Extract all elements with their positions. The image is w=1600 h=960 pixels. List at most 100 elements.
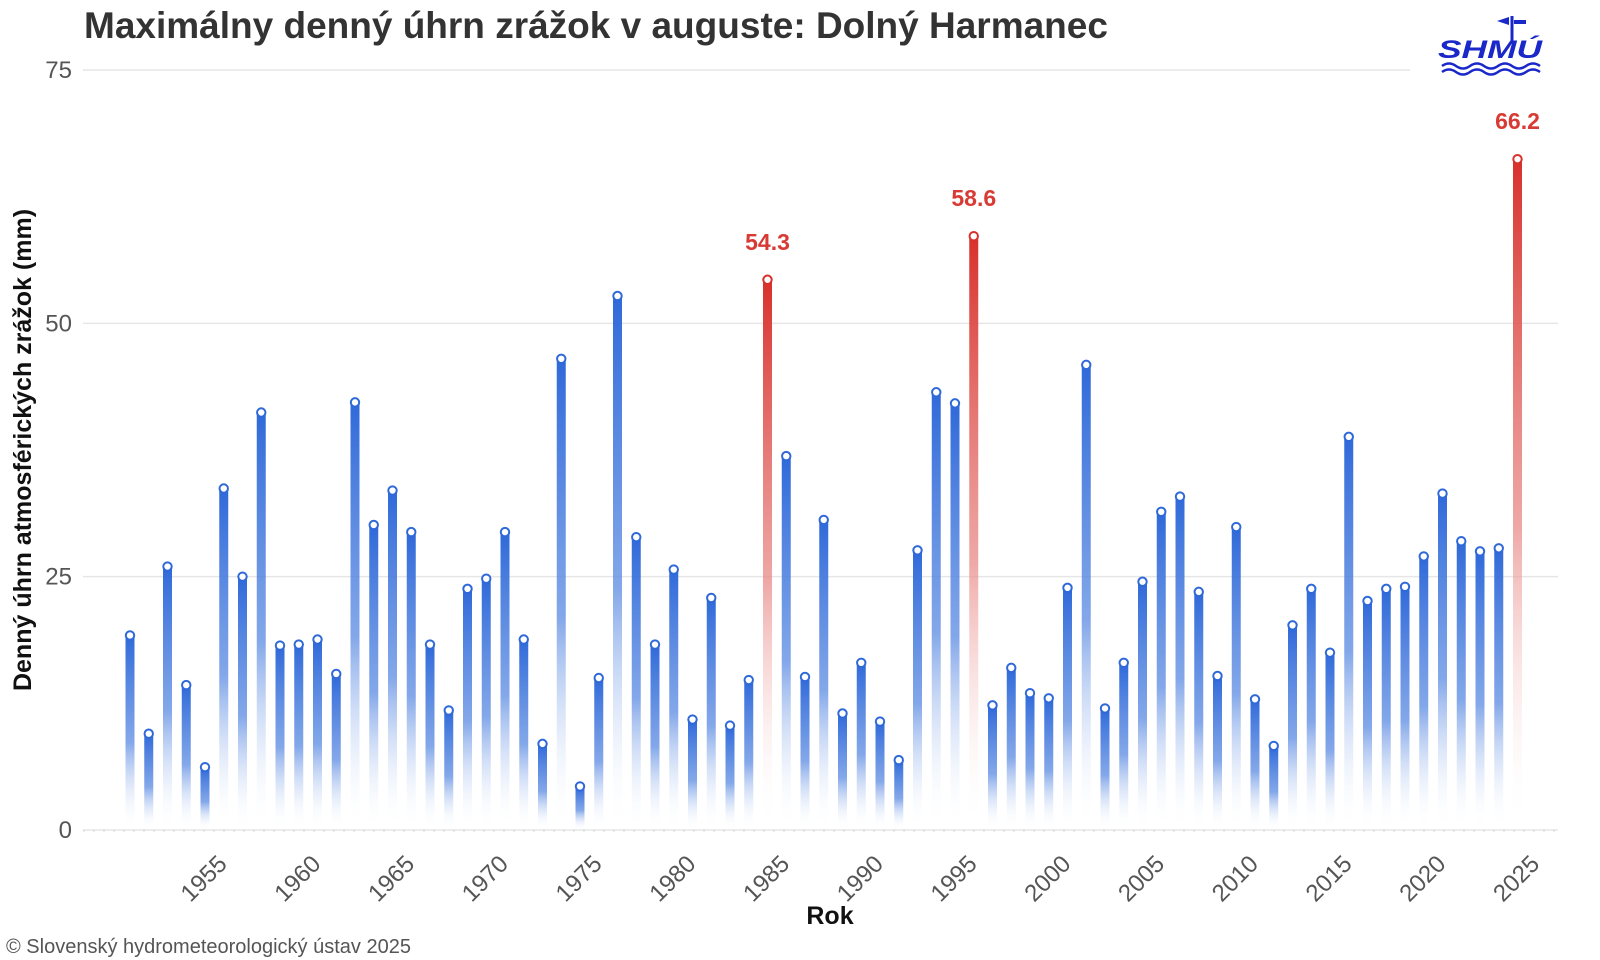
bar-marker [837, 708, 848, 719]
bar [1063, 587, 1072, 830]
bar [350, 402, 360, 830]
bar-marker [574, 781, 586, 792]
bar [1138, 581, 1147, 830]
bar-marker [312, 634, 323, 645]
bar [1044, 698, 1054, 830]
bar [519, 639, 529, 830]
bar-marker [1362, 595, 1373, 607]
bar [1475, 551, 1485, 830]
chart-title: Maximálny denný úhrn zrážok v auguste: D… [84, 5, 1108, 46]
bar-marker [1306, 583, 1317, 595]
bar-marker [1268, 740, 1279, 752]
bar-marker [331, 668, 342, 680]
bar [1306, 588, 1316, 830]
bar-marker [1006, 662, 1017, 674]
x-tick-label: 2000 [1019, 850, 1076, 907]
x-tick-label: 2010 [1207, 850, 1264, 907]
bar [1156, 511, 1166, 830]
bar [969, 236, 979, 831]
bar [1288, 625, 1297, 830]
bar-marker [687, 714, 698, 725]
bar-marker [1212, 670, 1223, 682]
bar [744, 680, 754, 830]
bar [988, 705, 997, 830]
bar [763, 279, 772, 830]
x-tick-label: 1960 [269, 850, 326, 907]
bar [1081, 364, 1091, 830]
bar [894, 760, 904, 830]
bar-marker [1287, 620, 1298, 631]
y-tick-label: 0 [59, 817, 72, 844]
weather-vane-waves-icon [1441, 16, 1541, 76]
bar [538, 743, 547, 830]
bar [556, 358, 566, 830]
bar-marker [781, 450, 792, 462]
bar [1194, 591, 1204, 830]
bar-marker [1493, 543, 1504, 554]
bar-marker [274, 640, 286, 651]
y-tick-label: 25 [45, 564, 72, 591]
bar-marker [762, 274, 773, 285]
bar-marker [706, 592, 717, 604]
bar [613, 295, 622, 830]
bar [594, 678, 604, 830]
bar-marker [987, 700, 998, 711]
bar-marker [143, 728, 154, 739]
bar [1400, 586, 1410, 830]
bar [163, 566, 172, 830]
bar-marker [1062, 582, 1073, 594]
bar [950, 403, 960, 830]
bar [875, 721, 885, 830]
bar-marker [1381, 583, 1392, 595]
bar [275, 645, 285, 830]
shmu-logo: SHMÚ [1438, 16, 1543, 76]
bar [1231, 527, 1241, 830]
bar [1025, 693, 1035, 830]
bar [650, 644, 660, 830]
x-tick-label: 1995 [926, 850, 983, 907]
bar-marker [1099, 703, 1111, 714]
bar-marker [1174, 491, 1186, 502]
bar [219, 488, 229, 830]
bar-marker [1399, 581, 1411, 592]
bar-marker [218, 483, 229, 494]
data-label-1996: 58.6 [951, 185, 996, 211]
bar-marker [443, 705, 454, 716]
bar [388, 490, 397, 830]
bar [1119, 662, 1129, 830]
x-tick-label: 1990 [832, 850, 889, 907]
x-tick-label: 1975 [551, 850, 608, 907]
x-tick-label: 2020 [1394, 850, 1451, 907]
bar-marker [818, 514, 829, 526]
bar-marker [1193, 586, 1204, 598]
x-tick-label: 1980 [644, 850, 701, 907]
bar-marker [912, 545, 923, 556]
bar-marker [1437, 488, 1448, 499]
x-tick-label: 1955 [176, 850, 233, 907]
x-tick-label: 2025 [1488, 850, 1545, 907]
bar [125, 635, 135, 830]
bar [256, 412, 266, 830]
bar [1100, 708, 1110, 830]
bar [781, 456, 791, 830]
bar [1494, 548, 1504, 830]
bar [856, 662, 866, 830]
bar [725, 725, 735, 830]
bar-marker [1231, 521, 1242, 533]
bar [463, 588, 472, 830]
bar [369, 524, 379, 830]
bar-marker [949, 398, 961, 409]
bar [631, 537, 641, 830]
bar [294, 644, 304, 830]
bar-marker [1456, 536, 1467, 547]
bar [238, 576, 247, 830]
bar-marker [968, 230, 979, 242]
bar-marker [387, 485, 398, 496]
bar-marker [1249, 694, 1261, 705]
bar [819, 519, 829, 830]
bar [1213, 675, 1222, 830]
logo-text: SHMÚ [1438, 35, 1543, 64]
x-tick-label: 1965 [363, 850, 420, 907]
x-tick-label: 2005 [1113, 850, 1170, 907]
